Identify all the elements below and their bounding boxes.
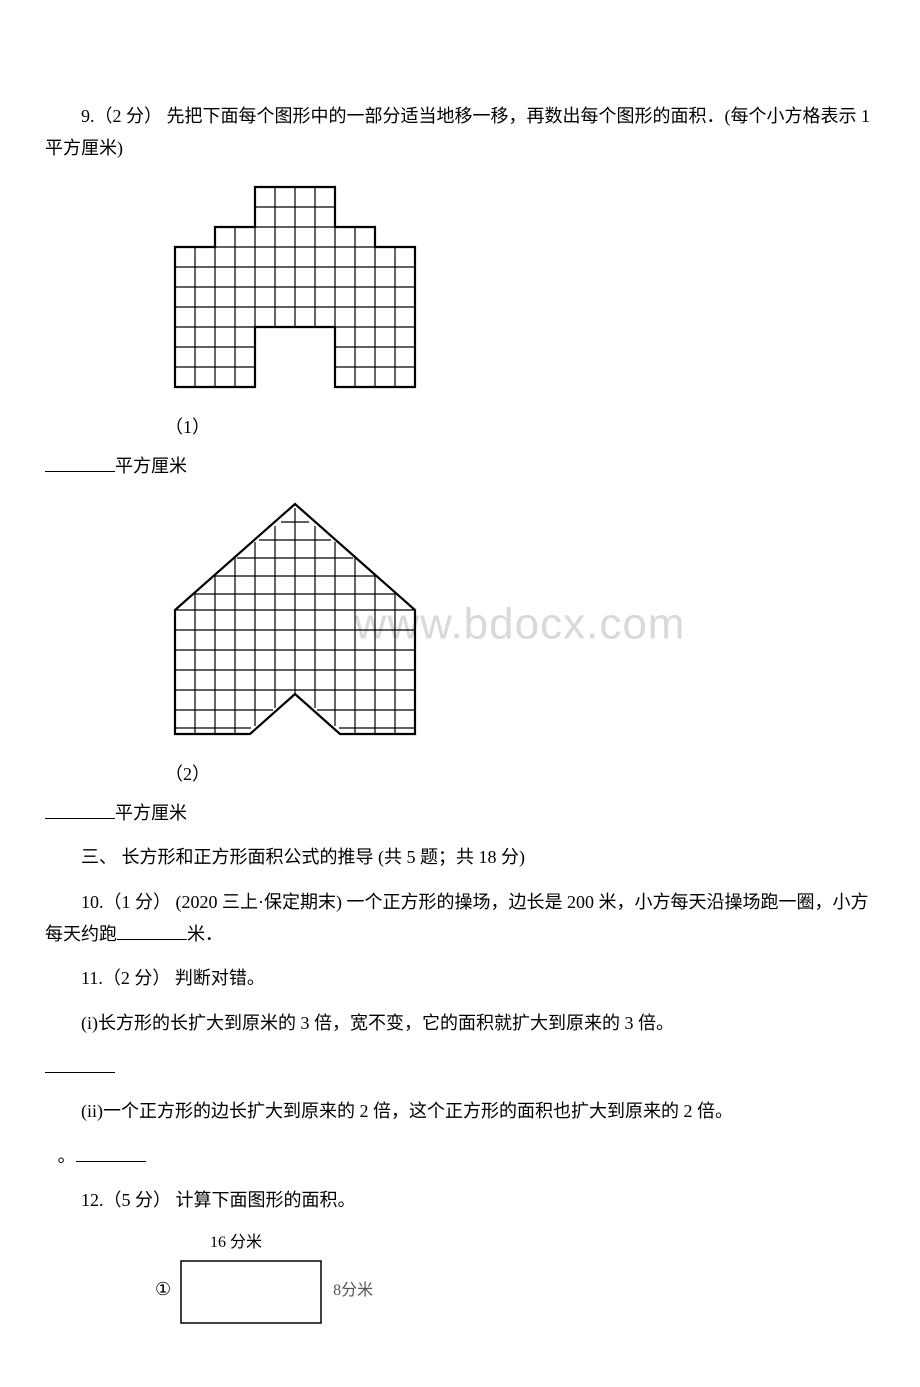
q9-sub2-label: （2）	[165, 758, 875, 790]
q10-part-b: 米．	[187, 924, 223, 944]
q11-ii-text: (ii)一个正方形的边长扩大到原来的 2 倍，这个正方形的面积也扩大到原来的 2…	[81, 1101, 733, 1121]
section3-title: 三、 长方形和正方形面积公式的推导 (共 5 题；共 18 分)	[45, 841, 875, 873]
grid-shape-2-svg	[165, 494, 425, 744]
q11-i: (i)长方形的长扩大到原米的 3 倍，宽不变，它的面积就扩大到原来的 3 倍。	[45, 1007, 875, 1039]
rectangle-svg	[177, 1257, 327, 1327]
grid-shape-1-svg	[165, 177, 425, 397]
blank-input[interactable]	[117, 918, 187, 940]
q9-figure-1	[165, 177, 875, 407]
blank-input[interactable]	[45, 797, 115, 819]
q12-width-label: 16 分米	[210, 1229, 875, 1258]
q11-i-blank	[45, 1051, 875, 1083]
q10-text: 10.（1 分） (2020 三上·保定期末) 一个正方形的操场，边长是 200…	[45, 886, 875, 951]
unit-text: 平方厘米	[115, 456, 187, 476]
unit-text: 平方厘米	[115, 803, 187, 823]
q11-header: 11.（2 分） 判断对错。	[45, 962, 875, 994]
q12-figure: 16 分米 ① 8分米	[155, 1229, 875, 1328]
q11-ii-blank: 。	[45, 1140, 875, 1172]
q9-figure-2: www.bdocx.com	[165, 494, 875, 754]
q9-text: 9.（2 分） 先把下面每个图形中的一部分适当地移一移，再数出每个图形的面积．(…	[45, 100, 875, 165]
blank-input[interactable]	[45, 1051, 115, 1073]
blank-input[interactable]	[45, 450, 115, 472]
blank-input[interactable]	[76, 1140, 146, 1162]
q11-ii: (ii)一个正方形的边长扩大到原来的 2 倍，这个正方形的面积也扩大到原来的 2…	[45, 1095, 875, 1127]
q9-answer-2: 平方厘米	[45, 797, 875, 829]
q9-answer-1: 平方厘米	[45, 450, 875, 482]
q9-sub1-label: （1）	[165, 411, 875, 443]
q12-height-label: 8分米	[333, 1277, 373, 1306]
q11-i-text: (i)长方形的长扩大到原米的 3 倍，宽不变，它的面积就扩大到原来的 3 倍。	[81, 1013, 674, 1033]
q12-circled: ①	[155, 1273, 171, 1305]
q12-header: 12.（5 分） 计算下面图形的面积。	[45, 1184, 875, 1216]
